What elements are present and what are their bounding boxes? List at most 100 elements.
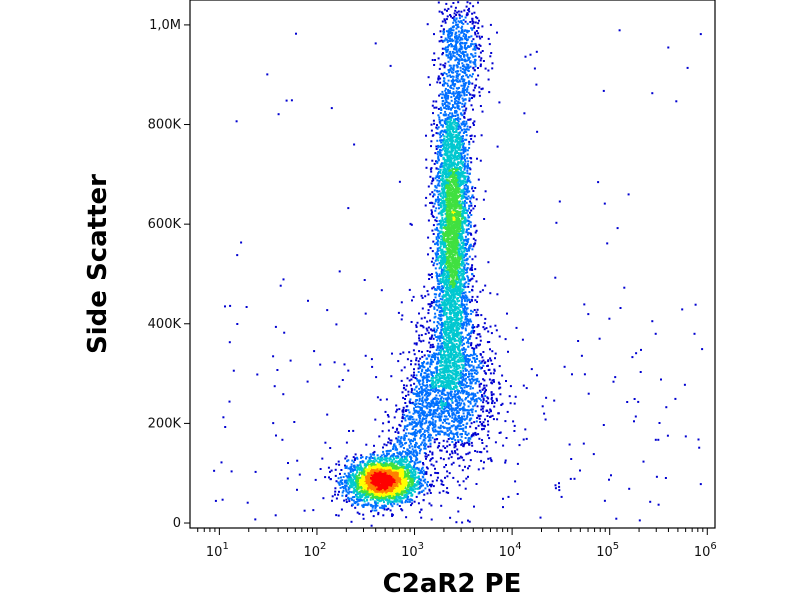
event-point: [457, 307, 460, 310]
event-point: [462, 321, 465, 324]
event-point: [450, 99, 453, 102]
event-point: [469, 211, 471, 214]
event-point: [465, 120, 468, 123]
event-point: [448, 126, 451, 128]
event-point: [442, 143, 445, 146]
event-point: [450, 66, 453, 69]
event-point: [440, 259, 442, 262]
event-point: [434, 152, 437, 155]
event-point: [466, 376, 469, 378]
event-point: [452, 131, 455, 133]
event-point: [398, 493, 401, 495]
event-point: [435, 148, 438, 150]
event-point: [400, 480, 403, 482]
event-point: [365, 496, 368, 498]
event-point: [398, 469, 401, 472]
event-point: [432, 485, 435, 488]
event-point: [455, 127, 458, 129]
event-point: [340, 476, 342, 479]
event-point: [389, 493, 392, 496]
event-point: [443, 202, 446, 205]
event-point: [449, 14, 452, 16]
event-point: [460, 197, 463, 200]
event-point: [445, 170, 448, 173]
event-point: [422, 476, 425, 479]
event-point: [357, 480, 359, 483]
event-point: [461, 225, 464, 228]
event-point: [453, 237, 455, 240]
event-point: [462, 99, 465, 102]
event-point: [449, 187, 452, 189]
event-point: [364, 487, 367, 489]
event-point: [452, 147, 455, 150]
event-point: [436, 247, 439, 250]
event-point: [470, 134, 473, 137]
event-point: [365, 480, 368, 483]
event-point: [426, 485, 429, 488]
event-point: [449, 130, 452, 133]
event-point: [433, 64, 436, 66]
event-point: [450, 150, 453, 153]
event-point: [388, 477, 391, 480]
event-point: [467, 313, 470, 316]
event-point: [417, 487, 420, 490]
event-point: [371, 487, 374, 490]
event-point: [350, 479, 352, 482]
event-point: [359, 498, 362, 501]
event-point: [388, 480, 390, 483]
event-point: [451, 310, 454, 312]
event-point: [460, 122, 463, 125]
event-point: [372, 477, 375, 480]
event-point: [466, 243, 468, 245]
event-point: [371, 453, 374, 456]
event-point: [398, 495, 401, 498]
event-point: [460, 129, 463, 132]
event-point: [435, 207, 438, 210]
event-point: [446, 336, 449, 339]
event-point: [350, 477, 353, 480]
event-point: [381, 507, 384, 510]
event-point: [442, 231, 445, 234]
event-point: [347, 467, 350, 470]
event-point: [397, 471, 399, 474]
event-point: [437, 212, 440, 215]
event-point: [438, 149, 441, 151]
event-point: [451, 112, 454, 115]
event-point: [444, 158, 446, 161]
event-point: [413, 490, 416, 493]
event-point: [415, 495, 418, 498]
event-point: [399, 485, 402, 488]
event-point: [458, 176, 461, 179]
event-point: [452, 183, 455, 186]
event-point: [436, 198, 439, 201]
event-point: [442, 64, 445, 67]
event-point: [439, 131, 442, 134]
event-point: [473, 94, 476, 97]
event-point: [400, 501, 403, 504]
event-point: [334, 468, 337, 471]
event-point: [438, 349, 441, 352]
event-point: [353, 481, 356, 484]
event-point: [446, 339, 449, 342]
event-point: [371, 495, 374, 498]
event-point: [347, 482, 350, 485]
event-point: [443, 157, 445, 160]
event-point: [356, 503, 359, 506]
event-point: [436, 174, 439, 177]
event-point: [444, 232, 447, 235]
event-point: [365, 456, 368, 458]
event-point: [363, 479, 366, 481]
event-point: [356, 484, 359, 487]
event-point: [464, 209, 467, 211]
event-point: [439, 193, 442, 195]
event-point: [338, 483, 341, 486]
event-point: [353, 466, 356, 469]
event-point: [376, 498, 379, 501]
event-point: [393, 489, 396, 492]
event-point: [370, 492, 373, 495]
event-point: [403, 495, 406, 497]
event-point: [365, 463, 368, 466]
event-point: [391, 460, 394, 463]
event-point: [462, 149, 465, 152]
event-point: [405, 496, 408, 499]
